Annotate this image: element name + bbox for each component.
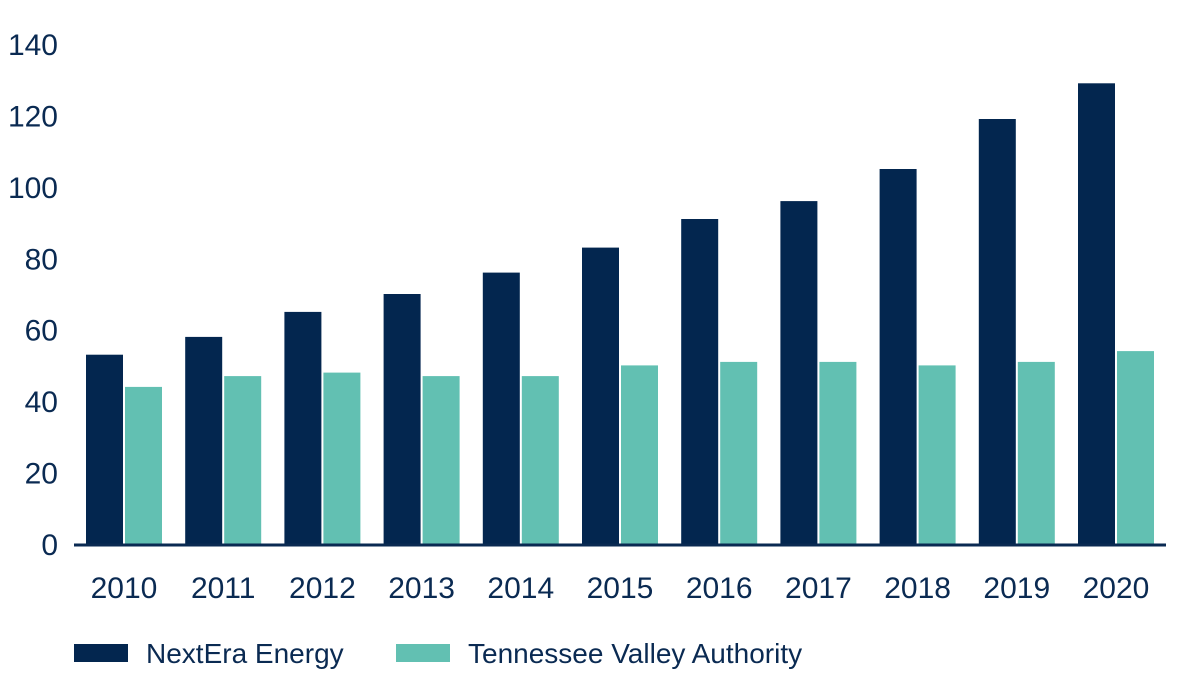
bar-series-1 [879, 169, 917, 544]
bar-series-2 [918, 365, 956, 544]
legend: NextEra Energy Tennessee Valley Authority [74, 638, 802, 669]
bar-series-1 [86, 354, 123, 544]
bar-series-2 [1017, 361, 1055, 544]
bar-series-2 [819, 361, 857, 544]
bar-group [86, 83, 1154, 545]
bar-series-1 [482, 272, 520, 544]
x-tick-label: 2014 [487, 572, 554, 605]
x-tick-label: 2011 [191, 572, 256, 605]
bar-series-2 [125, 386, 162, 544]
y-tick-label: 0 [41, 529, 58, 562]
y-tick-label: 100 [8, 172, 58, 205]
bar-series-1 [681, 219, 719, 544]
bar-series-2 [323, 372, 361, 544]
bar-series-1 [284, 311, 322, 544]
y-tick-label: 60 [25, 315, 58, 348]
legend-label: NextEra Energy [146, 638, 344, 669]
bar-series-2 [720, 361, 758, 544]
legend-swatch [74, 644, 128, 662]
bar-series-1 [383, 294, 421, 544]
y-axis: 0 20 40 60 80 100 120 140 [8, 29, 58, 562]
x-axis: 2010 2011 2012 2013 2014 2015 2016 2017 2018 2019… [91, 572, 1150, 605]
x-tick-label: 2019 [983, 572, 1050, 605]
bar-series-2 [521, 376, 559, 544]
bar-series-1 [780, 201, 818, 544]
bar-series-1 [582, 247, 619, 544]
legend-swatch [396, 644, 450, 662]
legend-label: Tennessee Valley Authority [468, 638, 802, 669]
bar-series-2 [621, 365, 658, 544]
bar-series-2 [1117, 351, 1154, 544]
bar-series-2 [422, 376, 460, 544]
x-tick-label: 2013 [388, 572, 455, 605]
x-tick-label: 2020 [1083, 572, 1150, 605]
x-tick-label: 2017 [785, 572, 852, 605]
x-tick-label: 2015 [587, 572, 654, 605]
x-tick-label: 2010 [91, 572, 158, 605]
y-tick-label: 40 [25, 386, 58, 419]
x-tick-label: 2012 [289, 572, 356, 605]
bar-series-2 [224, 376, 262, 544]
x-tick-label: 2018 [884, 572, 951, 605]
bar-series-1 [185, 336, 223, 544]
y-tick-label: 140 [8, 29, 58, 62]
y-tick-label: 80 [25, 243, 58, 276]
bar-series-1 [978, 119, 1016, 544]
x-tick-label: 2016 [686, 572, 753, 605]
y-tick-label: 120 [8, 100, 58, 133]
bar-series-1 [1078, 83, 1115, 545]
y-tick-label: 20 [25, 458, 58, 491]
